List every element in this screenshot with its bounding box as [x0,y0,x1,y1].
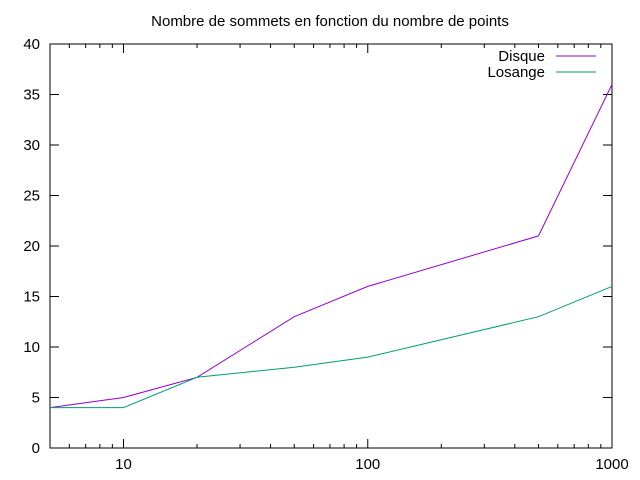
x-tick-label: 10 [115,456,132,473]
y-tick-label: 10 [23,339,40,356]
chart-title: Nombre de sommets en fonction du nombre … [151,13,509,30]
y-tick-label: 0 [32,440,40,457]
legend-label-losange: Losange [487,64,545,81]
y-tick-label: 15 [23,289,40,306]
x-tick-label: 1000 [595,456,628,473]
y-tick-label: 35 [23,87,40,104]
y-tick-label: 30 [23,137,40,154]
plot-frame [49,43,613,449]
y-tick-label: 5 [32,390,40,407]
y-tick-label: 20 [23,238,40,255]
series-line-disque [49,84,613,409]
x-tick-label: 100 [355,456,380,473]
legend-label-disque: Disque [498,48,545,65]
y-tick-label: 40 [23,36,40,53]
series-line-losange [50,285,613,409]
y-tick-label: 25 [23,188,40,205]
